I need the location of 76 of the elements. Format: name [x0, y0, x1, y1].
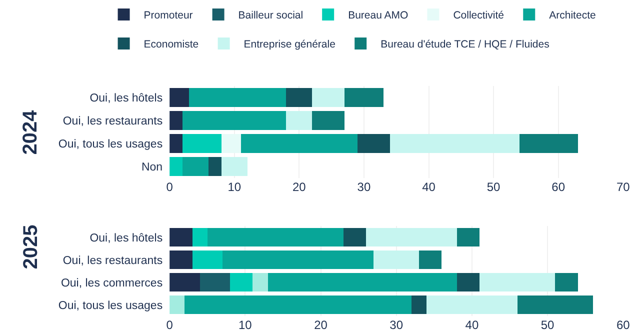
bar [222, 250, 374, 269]
x-tick-label: 20 [314, 318, 328, 332]
bar [480, 273, 556, 292]
x-tick-label: 70 [616, 180, 630, 194]
y-tick-label: Oui, les commerces [60, 277, 163, 290]
bar [170, 157, 183, 176]
bar [189, 88, 286, 107]
bar [182, 134, 222, 153]
bar [170, 111, 183, 130]
x-tick-label: 30 [357, 180, 371, 194]
bar [200, 273, 230, 292]
bar [208, 157, 222, 176]
bar [456, 228, 480, 246]
bar [252, 273, 268, 292]
bar [286, 111, 312, 130]
bar [426, 296, 518, 314]
bar [230, 273, 253, 292]
bar [268, 273, 457, 292]
y-tick-label: Oui, les restaurants [62, 116, 163, 128]
x-tick-label: 50 [486, 180, 501, 194]
bar [312, 88, 345, 107]
bar [182, 111, 286, 130]
y-tick-label: Non [141, 162, 163, 174]
bar [240, 134, 358, 153]
bar [170, 88, 190, 107]
legend-label: Bureau d'étude TCE / HQE / Fluides [380, 38, 550, 51]
bar [343, 228, 366, 246]
legend-label: Architecte [549, 10, 596, 22]
x-tick-label: 10 [228, 180, 242, 194]
x-tick-label: 0 [166, 318, 174, 332]
bar [170, 296, 185, 314]
bar [357, 134, 390, 153]
y-tick-label: Oui, les restaurants [62, 254, 163, 267]
bar [411, 296, 427, 314]
bar [419, 250, 442, 269]
y-axis-title: 2025 [20, 224, 42, 270]
x-tick-label: 10 [238, 318, 252, 332]
legend-label: Entreprise générale [244, 38, 336, 51]
x-tick-label: 20 [292, 180, 306, 194]
legend-label: Bureau AMO [348, 10, 408, 22]
bar [286, 88, 312, 107]
x-tick-label: 30 [390, 318, 404, 332]
x-tick-label: 60 [552, 180, 566, 194]
y-tick-label: Oui, les hôtels [90, 92, 163, 105]
bar [170, 273, 200, 292]
bar [192, 250, 222, 269]
y-axis-title: 2024 [20, 109, 42, 155]
x-tick-label: 60 [616, 318, 630, 332]
legend-label: Economiste [144, 38, 199, 51]
bar [517, 296, 593, 314]
bar [366, 228, 457, 246]
bar [170, 250, 192, 269]
legend-label: Promoteur [144, 10, 194, 22]
bar [312, 111, 345, 130]
legend-label: Collectivité [453, 10, 504, 22]
bar [456, 273, 480, 292]
x-tick-label: 50 [540, 318, 555, 332]
bar [374, 250, 420, 269]
y-tick-label: Oui, tous les usages [58, 138, 163, 151]
bar [221, 157, 248, 176]
x-tick-label: 40 [465, 318, 479, 332]
bar [519, 134, 578, 153]
x-tick-label: 0 [166, 180, 174, 194]
bar [344, 88, 384, 107]
legend-label: Bailleur social [238, 10, 304, 22]
bar [170, 228, 192, 246]
bar [170, 134, 183, 153]
bar [555, 273, 578, 292]
x-tick-label: 40 [422, 180, 436, 194]
bar [184, 296, 412, 314]
y-tick-label: Oui, les hôtels [90, 232, 163, 244]
bar [182, 157, 208, 176]
y-tick-label: Oui, tous les usages [58, 300, 163, 312]
bar [390, 134, 520, 153]
bar [192, 228, 208, 246]
bar [207, 228, 344, 246]
